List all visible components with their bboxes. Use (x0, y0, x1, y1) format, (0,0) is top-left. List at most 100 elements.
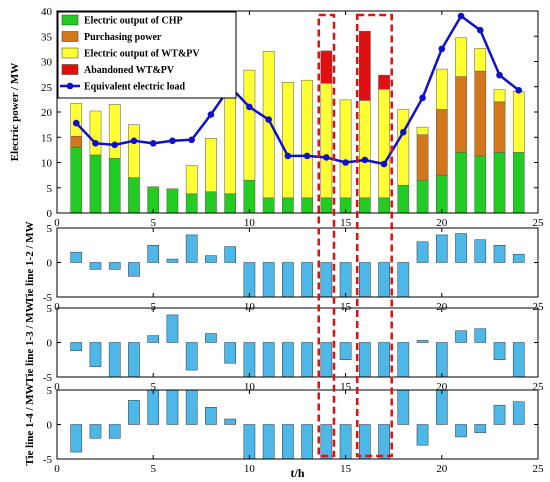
legend-label-0: Electric output of CHP (84, 16, 183, 27)
bar-tie13-3 (108, 342, 121, 378)
bar-tie14-6 (166, 389, 179, 425)
load-point-1 (72, 119, 80, 127)
ytick-label-electric-20: 20 (41, 107, 53, 119)
ytick-label-tie14-5: 5 (47, 385, 53, 397)
bar-tie14-17 (378, 424, 390, 460)
bar-tie14-2 (89, 424, 102, 439)
bar-electric-s2-11 (262, 51, 275, 199)
bar-electric-s1-23 (493, 101, 506, 153)
xtick-label-tie14-0: 0 (54, 463, 60, 475)
bar-tie12-19 (416, 241, 429, 263)
xtick-label-electric-5: 5 (150, 217, 156, 229)
bar-electric-s3-14 (320, 50, 333, 84)
bar-electric-s2-3 (108, 104, 121, 159)
bar-tie12-17 (378, 262, 390, 298)
highlight-box-1 (317, 13, 336, 458)
ytick-label-tie13--5: -5 (43, 372, 53, 384)
legend-swatch-0 (61, 14, 79, 26)
ytick-label-tie14--5: -5 (43, 454, 53, 466)
xtick-label-tie13-15: 15 (340, 381, 352, 393)
bar-electric-s1-21 (455, 76, 467, 153)
bar-tie13-16 (359, 342, 371, 378)
bar-tie14-5 (147, 389, 160, 425)
bar-tie12-16 (359, 262, 371, 298)
xtick-label-electric-20: 20 (436, 217, 448, 229)
load-point-24 (515, 86, 523, 94)
bar-electric-s1-20 (435, 109, 448, 176)
ytick-label-tie12-5: 5 (47, 223, 53, 235)
xtick-label-electric-15: 15 (340, 217, 352, 229)
bar-electric-s0-18 (397, 184, 410, 214)
ytick-label-tie12-0: 0 (47, 258, 53, 270)
bar-electric-s0-21 (455, 152, 467, 214)
legend: Electric output of CHP Purchasing power El… (57, 11, 237, 99)
ytick-label-electric-35: 35 (41, 31, 53, 43)
xtick-label-electric-25: 25 (533, 217, 545, 229)
bar-tie12-22 (474, 239, 487, 263)
xtick-label-tie14-20: 20 (436, 463, 448, 475)
bar-tie13-6 (166, 314, 179, 343)
bar-electric-s0-13 (301, 197, 313, 214)
bar-tie12-11 (262, 262, 275, 298)
bar-tie13-23 (493, 342, 506, 360)
bar-tie13-2 (89, 342, 102, 367)
load-point-12 (284, 152, 292, 160)
load-point-2 (92, 140, 99, 147)
xtick-label-tie12-10: 10 (244, 301, 256, 313)
bar-electric-s2-17 (378, 89, 390, 199)
bar-tie12-12 (282, 262, 294, 298)
load-point-21 (457, 12, 465, 20)
bar-tie13-4 (128, 342, 140, 378)
bar-electric-s3-16 (359, 30, 371, 101)
highlight-box-2 (355, 13, 393, 458)
bar-tie14-18 (397, 389, 410, 425)
bar-tie14-19 (416, 424, 429, 446)
bar-electric-s2-15 (339, 99, 352, 199)
bar-tie12-21 (455, 233, 467, 263)
load-point-22 (476, 26, 484, 34)
bar-tie14-24 (512, 401, 525, 425)
bar-tie13-24 (512, 342, 525, 378)
ytick-label-electric-10: 10 (41, 158, 53, 170)
bar-tie12-8 (205, 255, 217, 263)
load-point-11 (265, 116, 272, 123)
bar-electric-s2-14 (320, 82, 333, 199)
bar-electric-s0-10 (243, 179, 256, 214)
legend-label-1: Purchasing power (84, 32, 162, 43)
bar-electric-s0-17 (378, 197, 390, 214)
xtick-label-electric-10: 10 (244, 217, 256, 229)
load-point-19 (419, 94, 426, 102)
bar-tie13-8 (205, 333, 217, 343)
bar-tie13-21 (455, 330, 467, 343)
bar-tie13-20 (435, 342, 448, 378)
bar-electric-s2-18 (397, 109, 410, 186)
bar-tie14-7 (185, 389, 198, 425)
xtick-label-tie13-20: 20 (436, 381, 448, 393)
bar-electric-s0-16 (359, 197, 371, 214)
bar-tie12-24 (512, 253, 525, 263)
bar-electric-s1-22 (474, 70, 487, 157)
xtick-label-electric-0: 0 (54, 217, 60, 229)
load-point-16 (361, 156, 369, 164)
legend-swatch-2 (61, 47, 79, 59)
bar-tie12-14 (320, 262, 333, 298)
legend-label-3: Abandoned WT&PV (84, 65, 175, 76)
xtick-label-tie12-5: 5 (150, 301, 156, 313)
bar-tie12-18 (397, 262, 410, 298)
bar-tie13-18 (397, 342, 410, 378)
bar-electric-s0-3 (108, 158, 121, 214)
xtick-label-tie13-10: 10 (244, 381, 256, 393)
bar-electric-s0-22 (474, 155, 487, 214)
ytick-label-electric-0: 0 (47, 208, 53, 220)
bar-tie12-2 (89, 262, 102, 270)
load-point-8 (207, 111, 215, 118)
bar-tie12-9 (224, 246, 236, 263)
bar-tie14-1 (70, 424, 83, 453)
bar-tie13-9 (224, 342, 236, 364)
bar-tie14-22 (474, 424, 487, 434)
bar-tie14-20 (435, 389, 448, 425)
bar-tie12-5 (147, 245, 160, 263)
bar-electric-s0-14 (320, 197, 333, 214)
bar-electric-s0-7 (185, 193, 198, 214)
bar-electric-s2-7 (185, 165, 198, 195)
